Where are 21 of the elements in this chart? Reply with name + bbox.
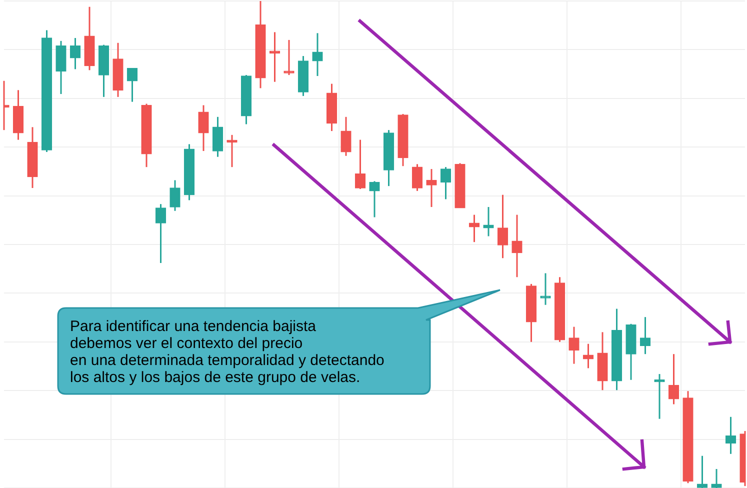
candlestick <box>512 214 522 278</box>
candlestick <box>340 116 352 157</box>
candlestick <box>468 214 480 243</box>
candlestick <box>540 272 551 306</box>
candlestick <box>582 343 594 369</box>
candlestick <box>725 416 736 455</box>
candlestick <box>640 316 651 355</box>
candlestick <box>568 326 580 365</box>
candlestick <box>198 104 209 152</box>
candlestick <box>284 39 294 76</box>
annotation: Para identificar una tendencia bajista debemos ver el contexto del precio en una determinada temporalidad y detectando los altos y los bajos de este grupo de velas. <box>70 318 384 386</box>
candlestick <box>369 180 380 218</box>
candlestick <box>312 32 323 77</box>
candlestick <box>483 206 494 237</box>
candlestick <box>711 468 722 488</box>
candlestick <box>696 455 708 488</box>
candlestick <box>56 40 66 95</box>
candlestick <box>426 168 437 208</box>
candlestick <box>412 163 423 192</box>
candlestick <box>212 116 224 158</box>
candlestick <box>170 179 180 212</box>
